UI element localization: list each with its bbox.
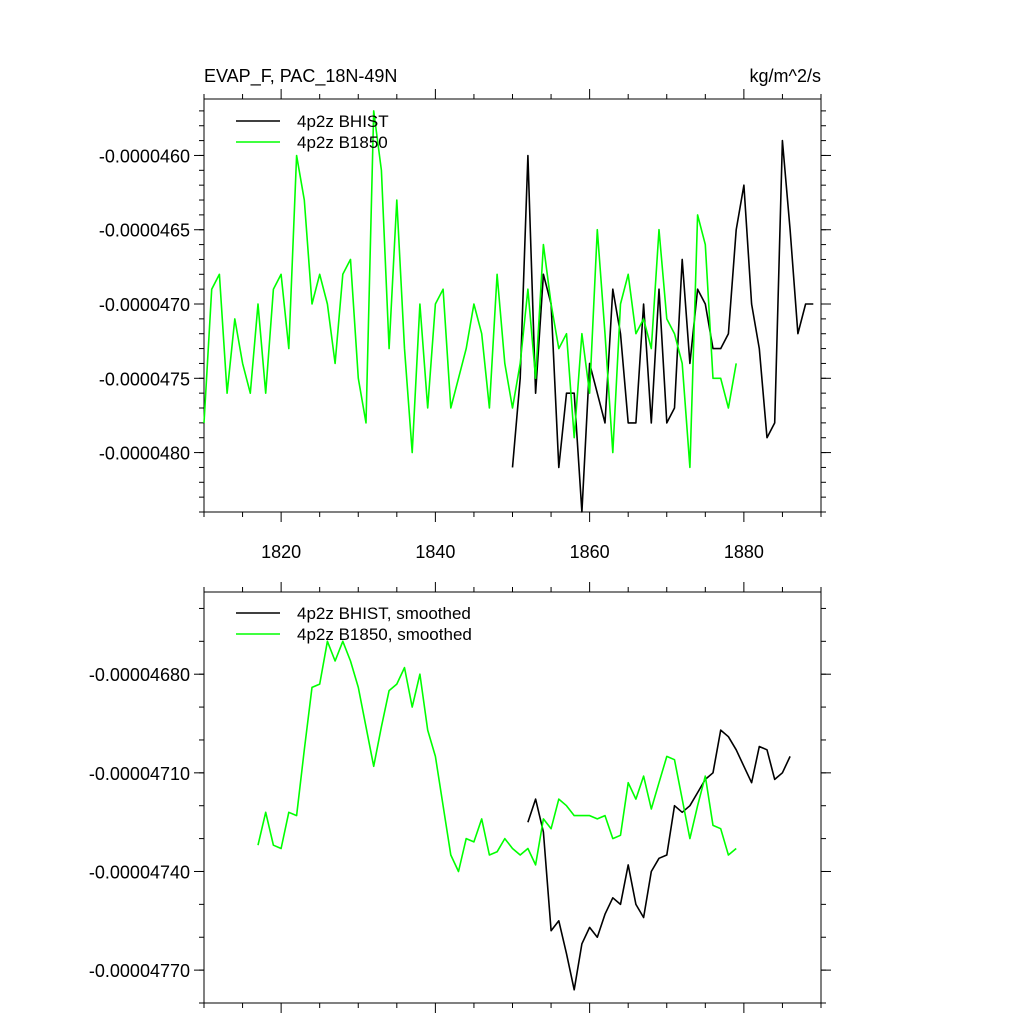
x-tick-label: 1860 (570, 542, 610, 562)
legend-top: 4p2z BHIST 4p2z B1850 (236, 112, 389, 152)
series-line-b1850-top (203, 110, 737, 469)
y-tick-label: -0.0000465 (99, 221, 190, 241)
x-tick-label: 1820 (261, 542, 301, 562)
y-tick-label: -0.0000480 (99, 444, 190, 464)
tick-group-bottom: -0.00004680 -0.00004710 -0.00004740 -0.0000… (89, 582, 831, 1013)
legend-label-bhist-smoothed: 4p2z BHIST, smoothed (297, 604, 471, 623)
series-group-top (203, 110, 814, 513)
tick-group-top: 1820 1840 1860 1880 -0.0000460 -0.0000465 -0.0… (99, 89, 831, 562)
x-tick-label: 1880 (724, 542, 764, 562)
series-line-b1850-bottom (257, 640, 737, 873)
series-line-bhist-top (511, 139, 814, 513)
bottom-panel: -0.00004680 -0.00004710 -0.00004740 -0.0000… (89, 582, 831, 1013)
y-tick-label: -0.00004680 (89, 665, 190, 685)
series-line-bhist-bottom (527, 729, 791, 991)
top-panel: EVAP_F, PAC_18N-49N kg/m^2/s 1820 1840 186… (99, 66, 831, 562)
legend-label-bhist: 4p2z BHIST (297, 112, 389, 131)
chart-units: kg/m^2/s (750, 66, 821, 86)
legend-label-b1850: 4p2z B1850 (297, 133, 388, 152)
series-group-bottom (257, 640, 791, 991)
x-tick-label: 1840 (415, 542, 455, 562)
y-tick-label: -0.00004770 (89, 961, 190, 981)
legend-bottom: 4p2z BHIST, smoothed 4p2z B1850, smoothe… (236, 604, 472, 644)
y-tick-label: -0.00004740 (89, 862, 190, 882)
y-tick-label: -0.0000470 (99, 295, 190, 315)
y-tick-label: -0.0000460 (99, 146, 190, 166)
y-tick-label: -0.0000475 (99, 369, 190, 389)
plot-frame-bottom (203, 591, 822, 1004)
chart-title: EVAP_F, PAC_18N-49N (204, 66, 397, 87)
legend-label-b1850-smoothed: 4p2z B1850, smoothed (297, 625, 472, 644)
y-tick-label: -0.00004710 (89, 764, 190, 784)
